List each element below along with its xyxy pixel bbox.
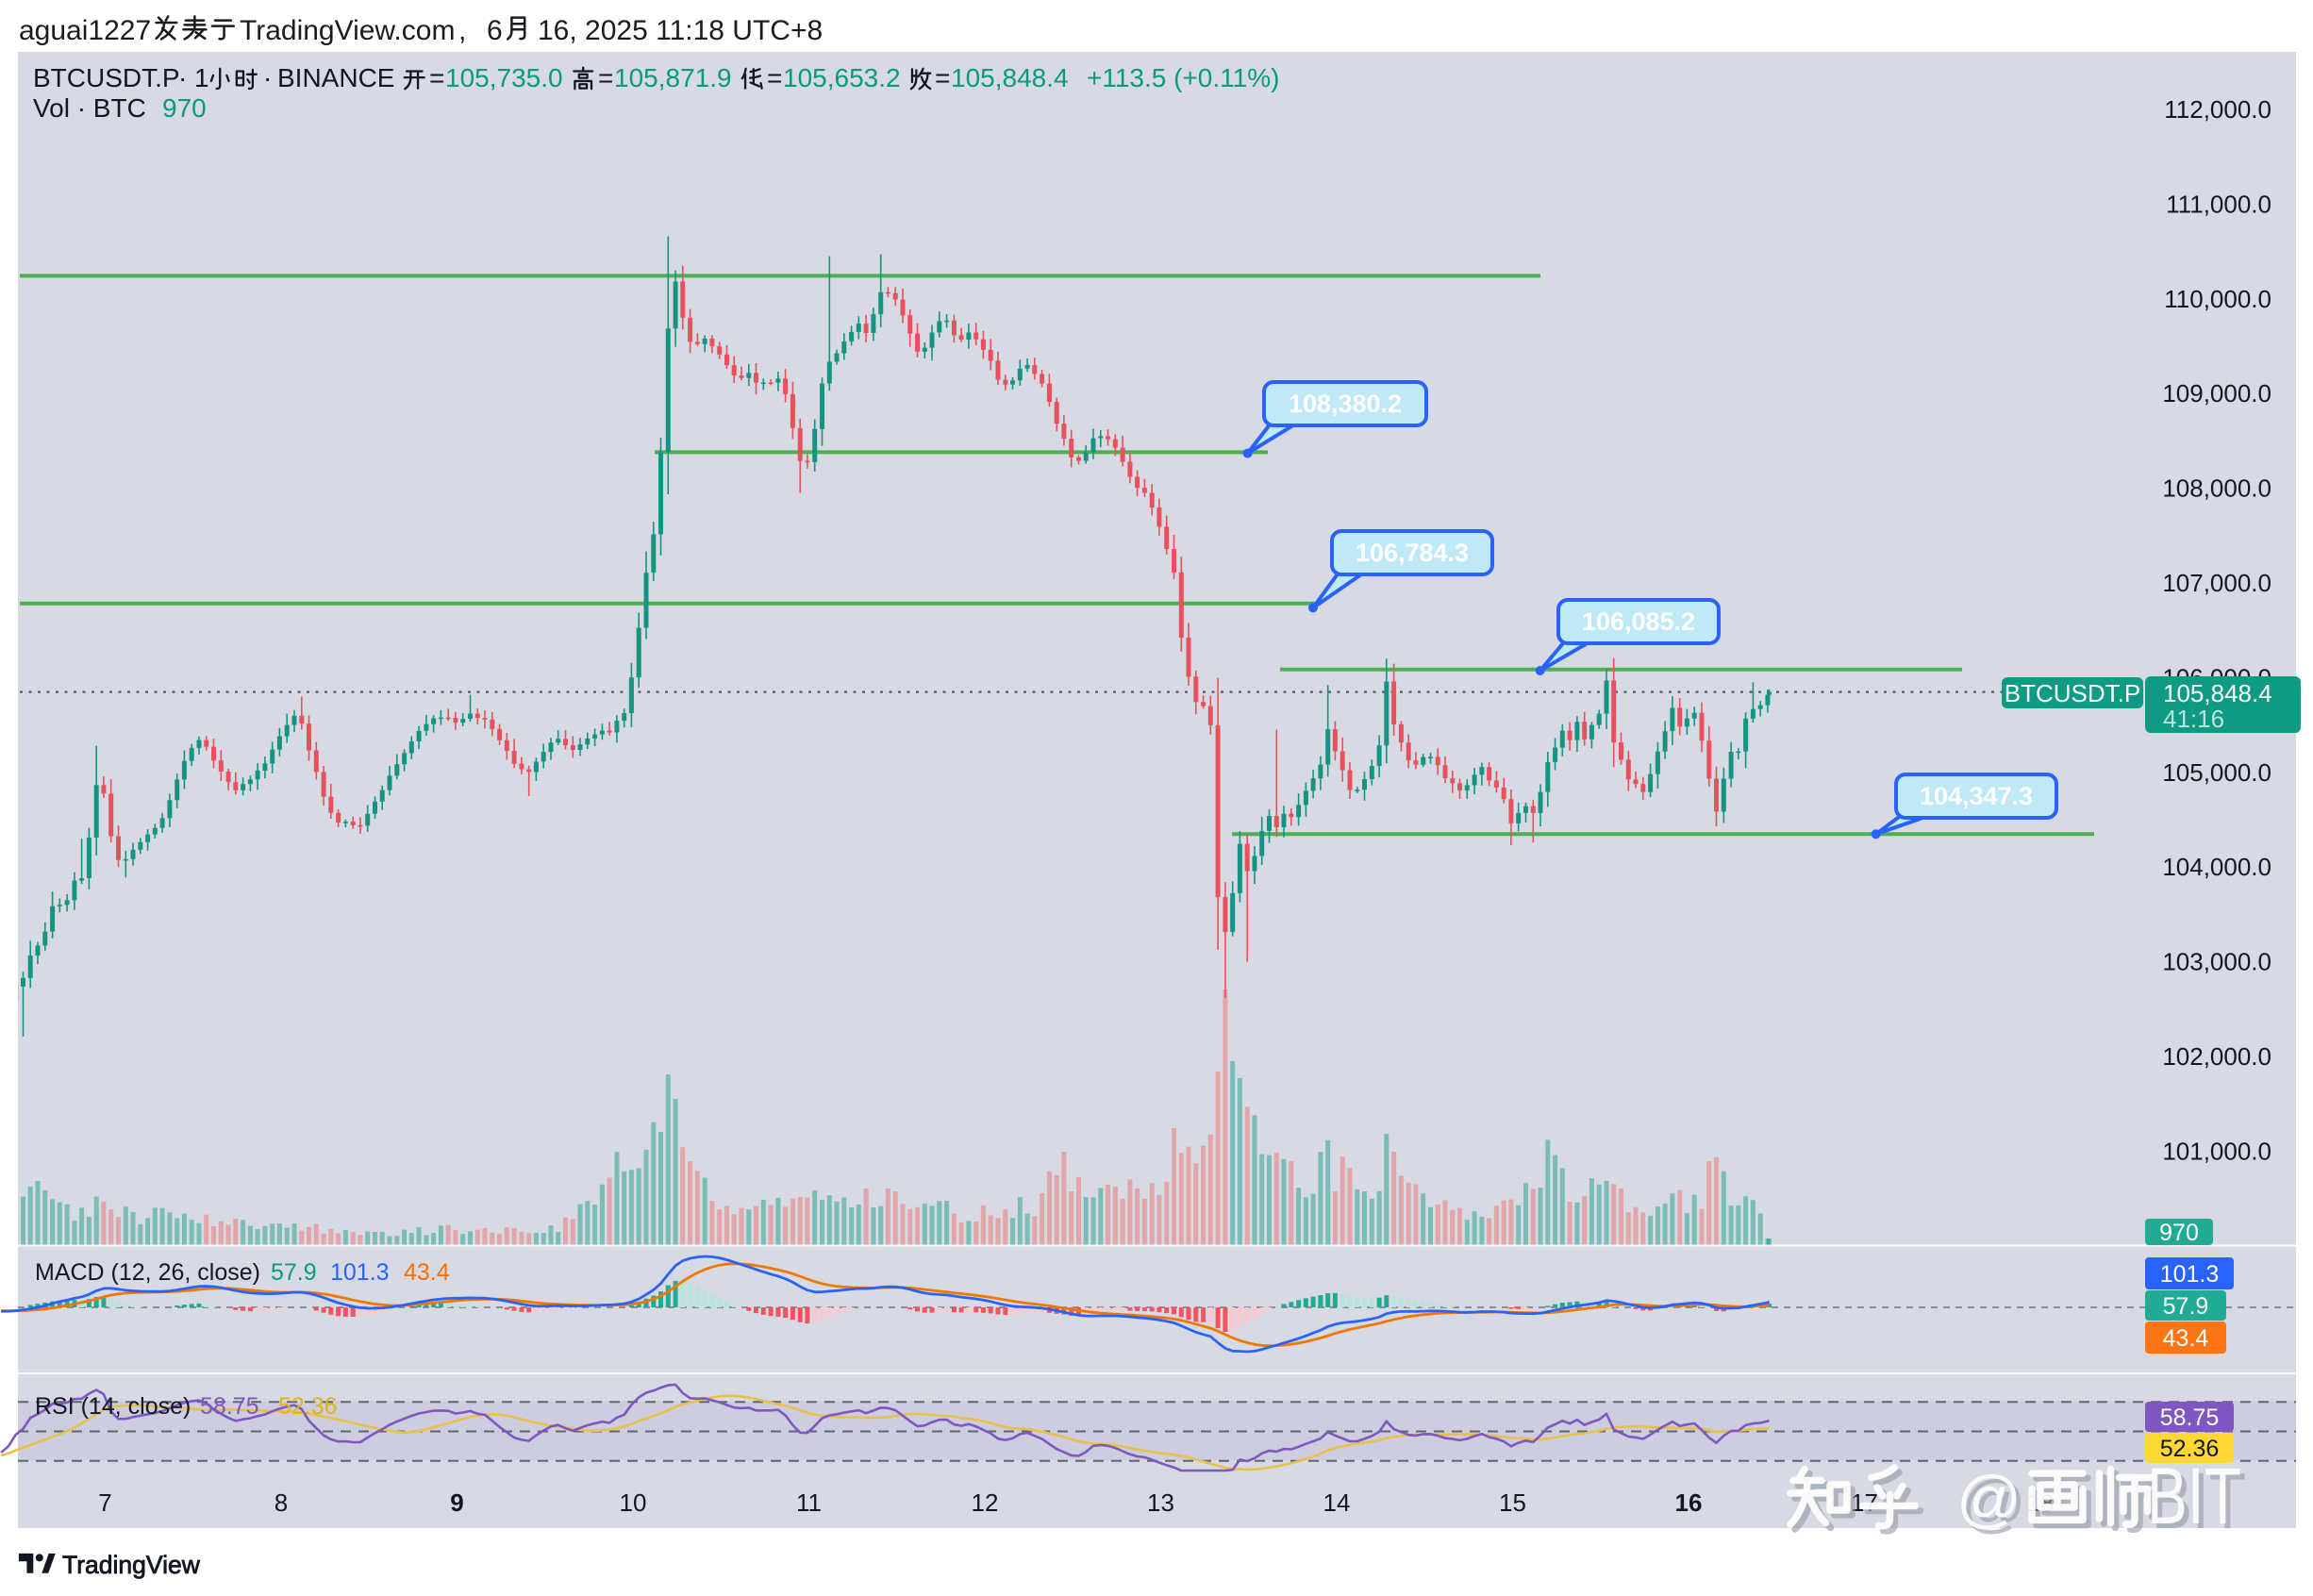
svg-text:57.9: 57.9: [271, 1259, 317, 1286]
svg-text:@: @: [1956, 1463, 2022, 1535]
svg-text:112,000.0: 112,000.0: [2164, 95, 2271, 124]
svg-text:104,000.0: 104,000.0: [2162, 853, 2271, 881]
svg-text:BIT: BIT: [2152, 1456, 2246, 1545]
svg-text:BINANCE: BINANCE: [277, 63, 394, 92]
svg-text:58.75: 58.75: [200, 1393, 259, 1420]
svg-text:16: 16: [1675, 1488, 1703, 1517]
svg-text:105,848.4: 105,848.4: [2163, 679, 2272, 707]
svg-text:110,000.0: 110,000.0: [2164, 285, 2271, 313]
svg-text:41:16: 41:16: [2163, 705, 2224, 733]
svg-text:13: 13: [1147, 1488, 1174, 1517]
svg-text:101.3: 101.3: [2160, 1261, 2220, 1288]
svg-text:43.4: 43.4: [2163, 1325, 2209, 1352]
svg-text:57.9: 57.9: [2163, 1293, 2209, 1320]
svg-text:101.3: 101.3: [330, 1259, 390, 1286]
svg-text:TradingView.com: TradingView.com: [240, 15, 455, 46]
svg-text:106,784.3: 106,784.3: [1356, 539, 1469, 567]
svg-text:105,000.0: 105,000.0: [2162, 758, 2271, 787]
svg-text:,: ,: [458, 15, 466, 46]
svg-text:103,000.0: 103,000.0: [2162, 948, 2271, 976]
svg-text:111,000.0: 111,000.0: [2166, 190, 2271, 218]
svg-text:8: 8: [275, 1488, 288, 1517]
svg-text:108,380.2: 108,380.2: [1289, 390, 1402, 418]
svg-text:BTCUSDT.P: BTCUSDT.P: [33, 63, 180, 92]
svg-text:105,653.2: 105,653.2: [783, 63, 901, 92]
svg-text:106,085.2: 106,085.2: [1582, 607, 1695, 636]
svg-text:+113.5 (+0.11%): +113.5 (+0.11%): [1087, 63, 1279, 92]
svg-text:109,000.0: 109,000.0: [2162, 379, 2271, 407]
svg-text:6: 6: [487, 15, 503, 46]
svg-text:14: 14: [1323, 1488, 1351, 1517]
svg-text:1: 1: [194, 63, 209, 92]
svg-text:102,000.0: 102,000.0: [2162, 1042, 2271, 1071]
svg-text:107,000.0: 107,000.0: [2162, 569, 2271, 597]
svg-text:52.36: 52.36: [2160, 1436, 2220, 1462]
svg-text:·: ·: [263, 63, 272, 92]
svg-text:105,735.0: 105,735.0: [445, 63, 563, 92]
svg-text:TradingView: TradingView: [62, 1551, 201, 1579]
svg-text:15: 15: [1499, 1488, 1526, 1517]
svg-text:7: 7: [98, 1488, 111, 1517]
svg-text:43.4: 43.4: [404, 1259, 450, 1286]
svg-text:@: @: [1961, 1468, 2026, 1539]
svg-text:10: 10: [620, 1488, 647, 1517]
svg-text:108,000.0: 108,000.0: [2162, 474, 2271, 503]
svg-text:=: =: [598, 63, 613, 92]
svg-text:=: =: [429, 63, 444, 92]
svg-text:12: 12: [972, 1488, 999, 1517]
svg-text:970: 970: [2159, 1220, 2199, 1246]
svg-text:101,000.0: 101,000.0: [2162, 1137, 2271, 1165]
svg-text:Vol · BTC: Vol · BTC: [33, 93, 146, 123]
svg-text:105,848.4: 105,848.4: [951, 63, 1069, 92]
svg-text:MACD (12, 26, close): MACD (12, 26, close): [35, 1259, 260, 1286]
svg-text:11: 11: [796, 1488, 822, 1517]
svg-text:BTCUSDT.P: BTCUSDT.P: [2005, 679, 2140, 707]
svg-text:=: =: [767, 63, 782, 92]
svg-text:=: =: [935, 63, 950, 92]
svg-text:RSI (14, close): RSI (14, close): [35, 1393, 191, 1420]
svg-text:52.36: 52.36: [278, 1393, 338, 1420]
svg-text:·: ·: [178, 63, 187, 92]
svg-text:970: 970: [162, 93, 207, 123]
svg-text:58.75: 58.75: [2160, 1405, 2220, 1431]
svg-text:16, 2025 11:18 UTC+8: 16, 2025 11:18 UTC+8: [538, 15, 823, 46]
svg-text:aguai1227: aguai1227: [19, 15, 151, 46]
svg-text:9: 9: [450, 1488, 463, 1517]
svg-text:104,347.3: 104,347.3: [1920, 782, 2033, 810]
svg-text:105,871.9: 105,871.9: [614, 63, 732, 92]
svg-text:BIT: BIT: [2147, 1452, 2241, 1540]
